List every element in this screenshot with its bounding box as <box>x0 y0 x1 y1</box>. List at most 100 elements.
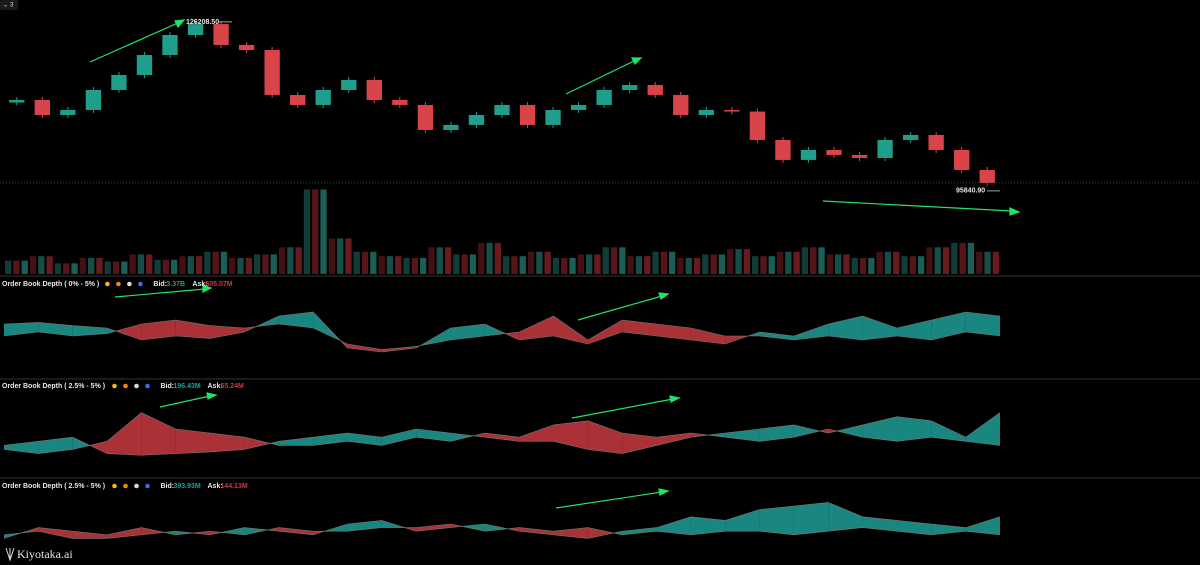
volume-bar <box>13 260 20 274</box>
volume-bar <box>420 257 427 274</box>
watermark-text: Kiyotaka.ai <box>17 547 73 561</box>
depth-band <box>587 320 623 344</box>
depth-band <box>519 316 554 340</box>
candle <box>800 149 817 160</box>
candle <box>954 149 970 170</box>
depth-band <box>38 437 73 454</box>
depth-band <box>613 531 623 535</box>
legend-value: 393.93M <box>174 483 201 490</box>
high-price-label: 126208.50 <box>186 19 219 26</box>
volume-bar <box>959 242 966 274</box>
depth-line <box>3 412 1001 456</box>
volume-bar <box>818 247 825 274</box>
volume-bar <box>237 257 244 274</box>
volume-bar <box>461 254 468 274</box>
depth-band <box>519 424 554 442</box>
depth-band <box>38 527 73 539</box>
volume-bar <box>229 257 236 274</box>
volume-bar <box>859 257 867 274</box>
exchange-icon <box>145 383 150 389</box>
depth-band <box>725 509 760 532</box>
depth-band <box>175 429 211 454</box>
depth-band <box>828 502 863 532</box>
depth-band <box>210 325 245 339</box>
candle <box>851 154 868 158</box>
depth-band <box>622 320 657 336</box>
volume-bar <box>652 251 659 274</box>
depth-band <box>896 320 932 340</box>
depth-band <box>450 433 474 442</box>
depth-band <box>759 506 794 535</box>
volume-bar <box>187 256 194 274</box>
legend-value: 65.24M <box>221 383 245 390</box>
candle <box>622 84 638 90</box>
candle <box>238 44 255 51</box>
exchange-icon <box>105 281 110 287</box>
toolbar-label: 3 <box>10 3 14 9</box>
annotation-arrows <box>89 19 1021 509</box>
volume-bar <box>469 254 477 274</box>
candle <box>775 139 791 160</box>
candle <box>34 99 50 115</box>
volume-bar <box>893 251 900 274</box>
candle <box>392 99 408 105</box>
candle <box>570 104 587 110</box>
depth-band <box>484 324 506 336</box>
depth-band <box>278 312 314 328</box>
depth-band <box>381 346 417 352</box>
depth-band <box>553 527 588 539</box>
depth-band <box>931 420 966 442</box>
depth-band <box>270 441 279 446</box>
legend-name: Ask: <box>208 383 223 390</box>
volume-bar <box>403 257 410 274</box>
candle <box>724 109 740 112</box>
volume-bar <box>436 247 443 274</box>
volume-bar <box>270 254 277 274</box>
toolbar-button[interactable] <box>0 0 18 10</box>
depth-band <box>896 520 932 535</box>
volume-bar <box>934 247 941 274</box>
volume-bar <box>992 251 999 274</box>
volume-bar <box>826 254 833 274</box>
candle <box>979 169 995 183</box>
volume-bar <box>486 242 493 274</box>
volume-bar <box>876 251 883 274</box>
depth-band <box>72 531 108 539</box>
candle <box>698 109 714 115</box>
volume-bar <box>312 189 319 274</box>
depth-line <box>3 523 1001 539</box>
candle <box>213 24 229 45</box>
depth-band <box>587 420 623 454</box>
depth-band <box>965 412 1000 446</box>
volume-bar <box>63 263 70 274</box>
volume-bar <box>619 247 626 274</box>
exchange-icon <box>127 281 132 287</box>
volume-bar <box>378 256 385 274</box>
depth-band <box>313 433 348 446</box>
depth-band <box>347 433 382 446</box>
volume-bar <box>411 257 418 274</box>
exchange-icon <box>138 281 143 287</box>
volume-bar <box>552 257 560 274</box>
panel-title: Order Book Depth ( 2.5% - 5% ) <box>2 383 105 390</box>
volume-bar <box>843 254 850 274</box>
depth-band <box>931 312 966 340</box>
depth-band <box>473 433 485 438</box>
volume-bar <box>444 247 452 274</box>
volume-bar <box>162 259 169 274</box>
volume-bar <box>345 238 352 274</box>
volume-bar <box>38 256 45 274</box>
legend-name: Bid: <box>153 281 167 288</box>
depth-band <box>278 437 314 446</box>
depth-band <box>965 516 1000 535</box>
panel-title: Order Book Depth ( 2.5% - 5% ) <box>2 483 105 490</box>
volume-bar <box>793 251 800 274</box>
candle <box>417 104 434 130</box>
depth-band <box>819 429 829 434</box>
volume-bar <box>146 254 153 274</box>
volume-bar <box>594 254 601 274</box>
volume-bar <box>735 249 742 274</box>
candle <box>85 89 102 110</box>
depth-band <box>175 320 211 339</box>
